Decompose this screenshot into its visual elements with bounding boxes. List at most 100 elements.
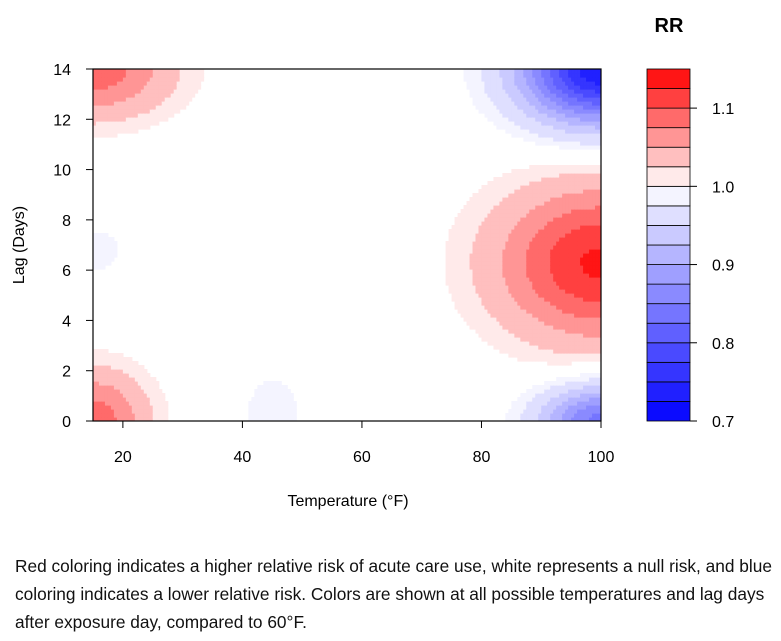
contour-cell [122, 113, 127, 118]
color-legend [646, 68, 691, 422]
contour-cell [496, 341, 500, 346]
contour-cell [93, 377, 97, 382]
contour-cell [529, 181, 533, 186]
contour-cell [104, 133, 109, 138]
contour-cell [514, 313, 518, 318]
contour-cell [550, 265, 554, 270]
contour-cell [93, 365, 97, 370]
contour-cell [574, 209, 578, 214]
contour-cell [523, 253, 527, 258]
contour-cell [592, 305, 596, 310]
contour-cell [550, 105, 554, 110]
contour-cell [484, 113, 489, 118]
contour-cell [93, 249, 97, 254]
contour-cell [101, 405, 106, 410]
contour-cell [128, 97, 133, 102]
contour-cell [98, 353, 103, 358]
contour-cell [538, 89, 542, 94]
contour-cell [538, 409, 542, 414]
contour-cell [152, 101, 157, 106]
contour-cell [451, 281, 456, 286]
contour-cell [577, 329, 581, 334]
contour-cell [511, 73, 515, 78]
contour-cell [499, 321, 503, 326]
contour-cell [529, 177, 533, 182]
contour-cell [93, 369, 97, 374]
contour-cell [529, 269, 533, 274]
contour-cell [565, 177, 569, 182]
contour-cell [122, 373, 127, 378]
contour-cell [457, 293, 462, 298]
contour-cell [493, 317, 498, 322]
contour-cell [544, 329, 548, 334]
contour-cell [173, 73, 178, 78]
contour-cell [278, 385, 282, 390]
contour-cell [98, 101, 103, 106]
contour-cell [146, 397, 151, 402]
contour-cell [586, 417, 590, 421]
contour-cell [502, 193, 506, 198]
contour-cell [155, 117, 160, 122]
contour-cell [137, 77, 142, 82]
contour-cell [535, 189, 539, 194]
contour-cell [95, 253, 100, 258]
contour-cell [529, 105, 533, 110]
contour-cell [481, 329, 486, 334]
contour-cell [589, 185, 593, 190]
contour-cell [484, 197, 489, 202]
contour-cell [544, 173, 548, 178]
contour-cell [508, 197, 512, 202]
contour-cell [502, 97, 506, 102]
contour-cell [502, 269, 506, 274]
contour-cell [496, 237, 500, 242]
contour-cell [460, 217, 465, 222]
contour-cell [95, 129, 100, 134]
contour-cell [565, 89, 569, 94]
contour-cell [583, 189, 587, 194]
contour-cell [538, 85, 542, 90]
contour-cell [164, 85, 169, 90]
contour-cell [173, 109, 178, 114]
legend-axis: 0.70.80.91.01.1 [690, 101, 734, 431]
contour-cell [287, 413, 291, 418]
contour-cell [520, 73, 524, 78]
contour-cell [499, 201, 503, 206]
contour-cell [595, 325, 599, 330]
contour-cell [128, 389, 133, 394]
contour-cell [586, 209, 590, 214]
contour-cell [152, 105, 157, 110]
contour-cell [568, 265, 572, 270]
contour-cell [559, 261, 563, 266]
contour-cell [583, 317, 587, 322]
contour-cell [110, 393, 115, 398]
contour-cell [107, 389, 112, 394]
contour-cell [493, 205, 498, 210]
contour-cell [526, 249, 530, 254]
contour-cell [451, 249, 456, 254]
contour-cell [541, 173, 545, 178]
contour-cell [571, 313, 575, 318]
contour-cell [122, 129, 127, 134]
contour-cell [580, 385, 584, 390]
contour-cell [568, 337, 572, 342]
contour-cell [526, 193, 530, 198]
contour-cell [493, 93, 498, 98]
contour-cell [583, 345, 587, 350]
contour-cell [122, 405, 127, 410]
contour-cell [592, 301, 596, 306]
contour-cell [532, 117, 536, 122]
contour-cell [577, 417, 581, 421]
contour-cell [499, 345, 503, 350]
contour-cell [538, 97, 542, 102]
contour-cell [535, 401, 539, 406]
contour-cell [454, 305, 459, 310]
contour-cell [508, 241, 512, 246]
contour-cell [586, 393, 590, 398]
contour-cell [541, 117, 545, 122]
contour-cell [556, 289, 560, 294]
contour-cell [107, 245, 112, 250]
contour-cell [95, 85, 100, 90]
contour-cell [571, 409, 575, 414]
contour-cell [158, 409, 163, 414]
contour-cell [586, 113, 590, 118]
